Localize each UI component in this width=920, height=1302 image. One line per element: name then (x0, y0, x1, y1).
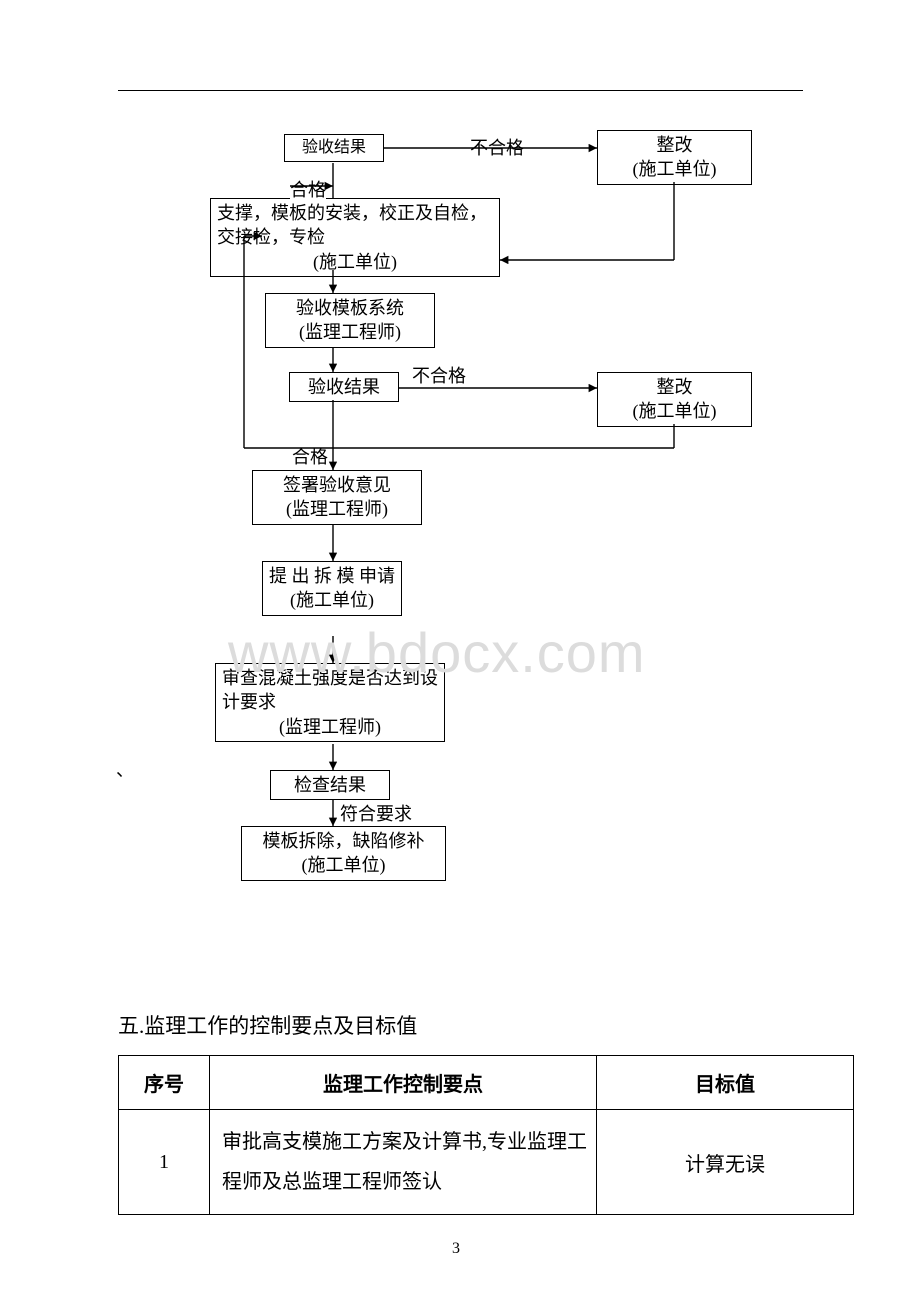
control-points-table: 序号 监理工作控制要点 目标值 1审批高支模施工方案及计算书,专业监理工程师及总… (118, 1055, 854, 1215)
col-no: 序号 (119, 1056, 210, 1110)
flow-arrows (0, 0, 920, 950)
table-header-row: 序号 监理工作控制要点 目标值 (119, 1056, 854, 1110)
flow-box-b5: 验收结果 (289, 372, 399, 402)
flow-label-l3: 不合格 (412, 362, 466, 388)
flow-box-b4: 验收模板系统(监理工程师) (265, 293, 435, 348)
flow-box-b3: 支撑，模板的安装，校正及自检，交接检，专检(施工单位) (210, 198, 500, 277)
flow-label-l1: 不合格 (470, 134, 524, 160)
section-5-title: 五.监理工作的控制要点及目标值 (118, 1010, 417, 1040)
page-number: 3 (452, 1240, 460, 1258)
flow-box-b7: 签署验收意见(监理工程师) (252, 470, 422, 525)
page: 验收结果整改(施工单位)支撑，模板的安装，校正及自检，交接检，专检(施工单位)验… (0, 0, 920, 1302)
flow-box-b8: 提 出 拆 模 申请(施工单位) (262, 561, 402, 616)
flow-box-b11: 模板拆除，缺陷修补(施工单位) (241, 826, 446, 881)
flow-label-l2: 合格 (290, 176, 326, 202)
flow-box-b2: 整改(施工单位) (597, 130, 752, 185)
flow-label-l4: 合格 (292, 443, 328, 469)
cell-no: 1 (119, 1110, 210, 1215)
flow-box-b1: 验收结果 (284, 134, 384, 162)
cell-target: 计算无误 (597, 1110, 854, 1215)
flow-box-b9: 审查混凝土强度是否达到设计要求(监理工程师) (215, 663, 445, 742)
table-row: 1审批高支模施工方案及计算书,专业监理工程师及总监理工程师签认计算无误 (119, 1110, 854, 1215)
col-target: 目标值 (597, 1056, 854, 1110)
top-rule (118, 90, 803, 91)
cell-point: 审批高支模施工方案及计算书,专业监理工程师及总监理工程师签认 (210, 1110, 597, 1215)
flow-box-b6: 整改(施工单位) (597, 372, 752, 427)
col-point: 监理工作控制要点 (210, 1056, 597, 1110)
flow-box-b10: 检查结果 (270, 770, 390, 800)
flow-label-l5: 符合要求 (340, 800, 412, 826)
stray-mark: 、 (116, 756, 134, 782)
